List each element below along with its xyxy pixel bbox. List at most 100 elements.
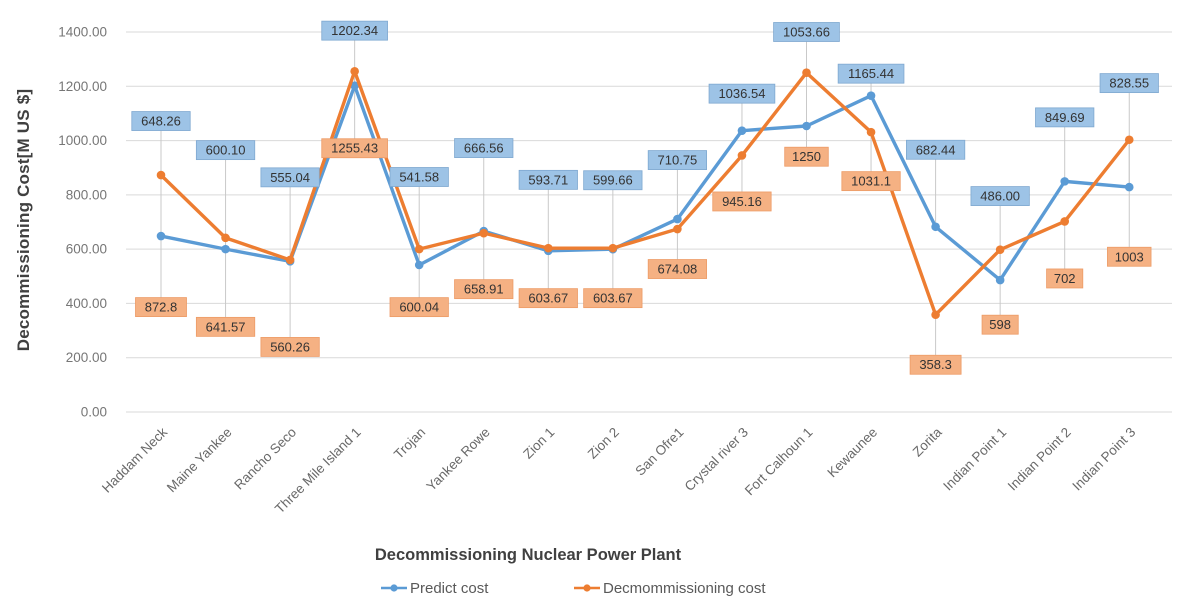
- data-marker-predict-cost: [866, 91, 876, 100]
- series-line-predict-cost: [159, 83, 1131, 282]
- data-label-box: [712, 191, 772, 212]
- data-marker-predict-cost: [673, 214, 682, 224]
- data-label-box: [784, 146, 829, 167]
- data-label-box: [260, 337, 320, 357]
- x-axis-label: Zion 2: [585, 425, 622, 462]
- data-marker-decmommissioning-cost: [866, 127, 876, 137]
- data-marker-decmommissioning-cost: [673, 224, 682, 234]
- x-axis-label: Rancho Seco: [231, 425, 299, 493]
- y-tick-label: 1200.00: [58, 79, 107, 94]
- data-marker-decmommissioning-cost: [1124, 135, 1134, 145]
- data-label: 702: [1054, 271, 1076, 286]
- data-marker-decmommissioning-cost: [414, 244, 424, 254]
- data-marker-decmommissioning-cost: [737, 151, 747, 160]
- data-label-box: [909, 354, 962, 375]
- x-axis-label: San Ofre1: [632, 425, 686, 479]
- data-label: 1003: [1115, 249, 1144, 264]
- x-axis-label: Kewaunee: [824, 425, 880, 481]
- predict-cost-line-marker-icon: [381, 584, 407, 592]
- data-label: 666.56: [464, 141, 504, 156]
- data-label-box: [389, 167, 449, 187]
- x-axis-label: Fort Calhoun 1: [742, 425, 816, 499]
- data-label: 1255.43: [331, 141, 378, 156]
- data-label: 648.26: [141, 114, 181, 129]
- data-label: 828.55: [1109, 76, 1149, 91]
- data-label-box: [970, 186, 1030, 206]
- data-label: 603.67: [528, 291, 568, 306]
- data-marker-predict-cost: [350, 81, 359, 90]
- data-label-box: [135, 297, 187, 317]
- data-label: 541.58: [399, 169, 439, 184]
- x-axis-label: Indian Point 3: [1069, 425, 1138, 494]
- data-label-box: [708, 83, 776, 104]
- data-marker-decmommissioning-cost: [931, 310, 940, 320]
- legend: Predict cost Decmommissioning cost: [0, 576, 1181, 602]
- data-marker-predict-cost: [156, 231, 166, 241]
- data-label: 593.71: [528, 172, 568, 187]
- data-marker-decmommissioning-cost: [221, 233, 230, 243]
- y-tick-label: 0.00: [81, 405, 107, 420]
- data-marker-decmommissioning-cost: [285, 255, 295, 265]
- x-axis-label: Zorita: [910, 424, 945, 459]
- data-label: 1250: [792, 149, 821, 164]
- x-axis-label: Trojan: [391, 425, 428, 462]
- data-marker-predict-cost: [221, 244, 230, 254]
- data-label-box: [1099, 73, 1159, 94]
- data-label-box: [1046, 268, 1084, 289]
- data-marker-decmommissioning-cost: [350, 66, 359, 76]
- y-tick-label: 1400.00: [58, 25, 107, 40]
- data-label-box: [260, 167, 320, 188]
- data-label: 1165.44: [848, 66, 894, 81]
- data-label-box: [518, 288, 578, 309]
- y-tick-label: 1000.00: [58, 133, 107, 148]
- data-label-box: [906, 139, 966, 160]
- data-label-box: [389, 297, 449, 318]
- data-label-box: [1107, 246, 1152, 267]
- data-label-box: [321, 20, 388, 41]
- x-axis-label: Maine Yankee: [164, 425, 235, 496]
- data-label-box: [131, 111, 191, 131]
- y-tick-label: 200.00: [66, 350, 107, 365]
- data-marker-predict-cost: [414, 260, 424, 270]
- data-label-box: [195, 140, 256, 161]
- legend-label-decmommissioning-cost: Decmommissioning cost: [603, 579, 766, 597]
- y-axis-title: Decommissioning Cost[M US $]: [14, 88, 33, 352]
- data-marker-predict-cost: [1124, 182, 1134, 192]
- data-label-box: [837, 63, 905, 84]
- data-label: 1053.66: [783, 25, 830, 40]
- legend-item-decmommissioning-cost: Decmommissioning cost: [573, 576, 766, 600]
- data-label: 945.16: [722, 194, 762, 209]
- y-tick-label: 600.00: [66, 242, 107, 257]
- data-label-box: [583, 170, 643, 191]
- plot-area: 0.00 200.00 400.00 600.00 800.00 1000.00 1200.…: [58, 20, 1172, 516]
- data-label-box: [518, 169, 578, 190]
- x-axis-label: Indian Point 1: [940, 425, 1009, 494]
- data-label-box: [981, 314, 1019, 335]
- data-marker-decmommissioning-cost: [608, 243, 618, 253]
- x-axis-label: Haddam Neck: [99, 424, 170, 495]
- data-label: 600.04: [399, 300, 439, 315]
- data-marker-decmommissioning-cost: [156, 170, 166, 180]
- data-marker-decmommissioning-cost: [802, 68, 811, 78]
- data-label: 682.44: [916, 142, 956, 157]
- x-axis-label: Crystal river 3: [682, 425, 751, 494]
- data-marker-decmommissioning-cost: [544, 243, 553, 253]
- data-label: 658.91: [464, 282, 504, 297]
- data-label: 872.8: [145, 300, 178, 315]
- data-label: 641.57: [206, 319, 246, 334]
- data-marker-predict-cost: [1060, 177, 1069, 186]
- data-label-box: [454, 279, 514, 300]
- x-axis-label: Zion 1: [520, 425, 557, 462]
- data-label: 598: [989, 317, 1011, 332]
- data-label: 1202.34: [331, 23, 378, 38]
- y-tick-label: 400.00: [66, 296, 107, 311]
- x-axis-label: Indian Point 2: [1005, 425, 1074, 494]
- data-label: 1036.54: [718, 86, 765, 101]
- data-label-box: [454, 138, 514, 158]
- data-label: 560.26: [270, 339, 310, 354]
- x-axis-label: Yankee Rowe: [424, 425, 493, 494]
- data-label: 674.08: [658, 262, 698, 277]
- data-label-box: [583, 288, 643, 309]
- data-marker-decmommissioning-cost: [479, 228, 489, 238]
